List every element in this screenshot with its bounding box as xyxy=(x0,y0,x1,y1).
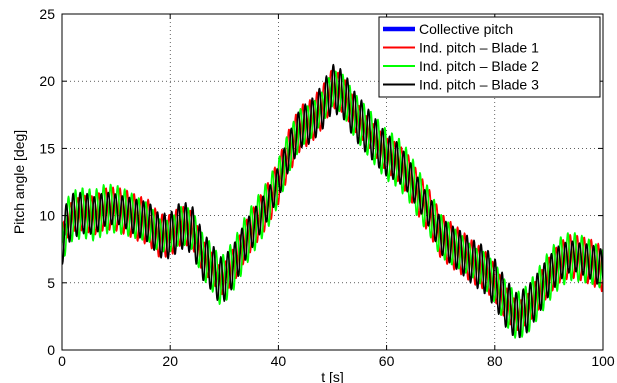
legend-label: Ind. pitch – Blade 2 xyxy=(419,58,539,74)
y-axis-label: Pitch angle [deg] xyxy=(11,130,27,234)
y-tick-label: 10 xyxy=(39,208,55,224)
x-tick-label: 20 xyxy=(162,353,178,369)
legend-label: Ind. pitch – Blade 3 xyxy=(419,77,539,93)
x-tick-label: 80 xyxy=(487,353,503,369)
x-tick-label: 60 xyxy=(379,353,395,369)
y-tick-label: 20 xyxy=(39,73,55,89)
legend: Collective pitch Ind. pitch – Blade 1 Ind.… xyxy=(378,16,601,98)
series-blade-3 xyxy=(62,63,603,339)
legend-label: Ind. pitch – Blade 1 xyxy=(419,40,539,56)
x-tick-label: 100 xyxy=(591,353,615,369)
x-axis-label: t [s] xyxy=(321,369,344,383)
x-tick-label: 40 xyxy=(271,353,287,369)
y-tick-label: 25 xyxy=(39,6,55,22)
y-tick-label: 15 xyxy=(39,140,55,156)
axis-ticks: 0 20 40 60 80 100 0 5 10 15 20 25 xyxy=(39,6,614,369)
legend-box xyxy=(378,16,601,98)
y-tick-label: 5 xyxy=(47,275,55,291)
plot-frame xyxy=(61,13,604,351)
x-tick-label: 0 xyxy=(58,353,66,369)
plot-lines xyxy=(62,63,603,339)
y-tick-label: 0 xyxy=(47,342,55,358)
legend-label: Collective pitch xyxy=(419,21,513,37)
